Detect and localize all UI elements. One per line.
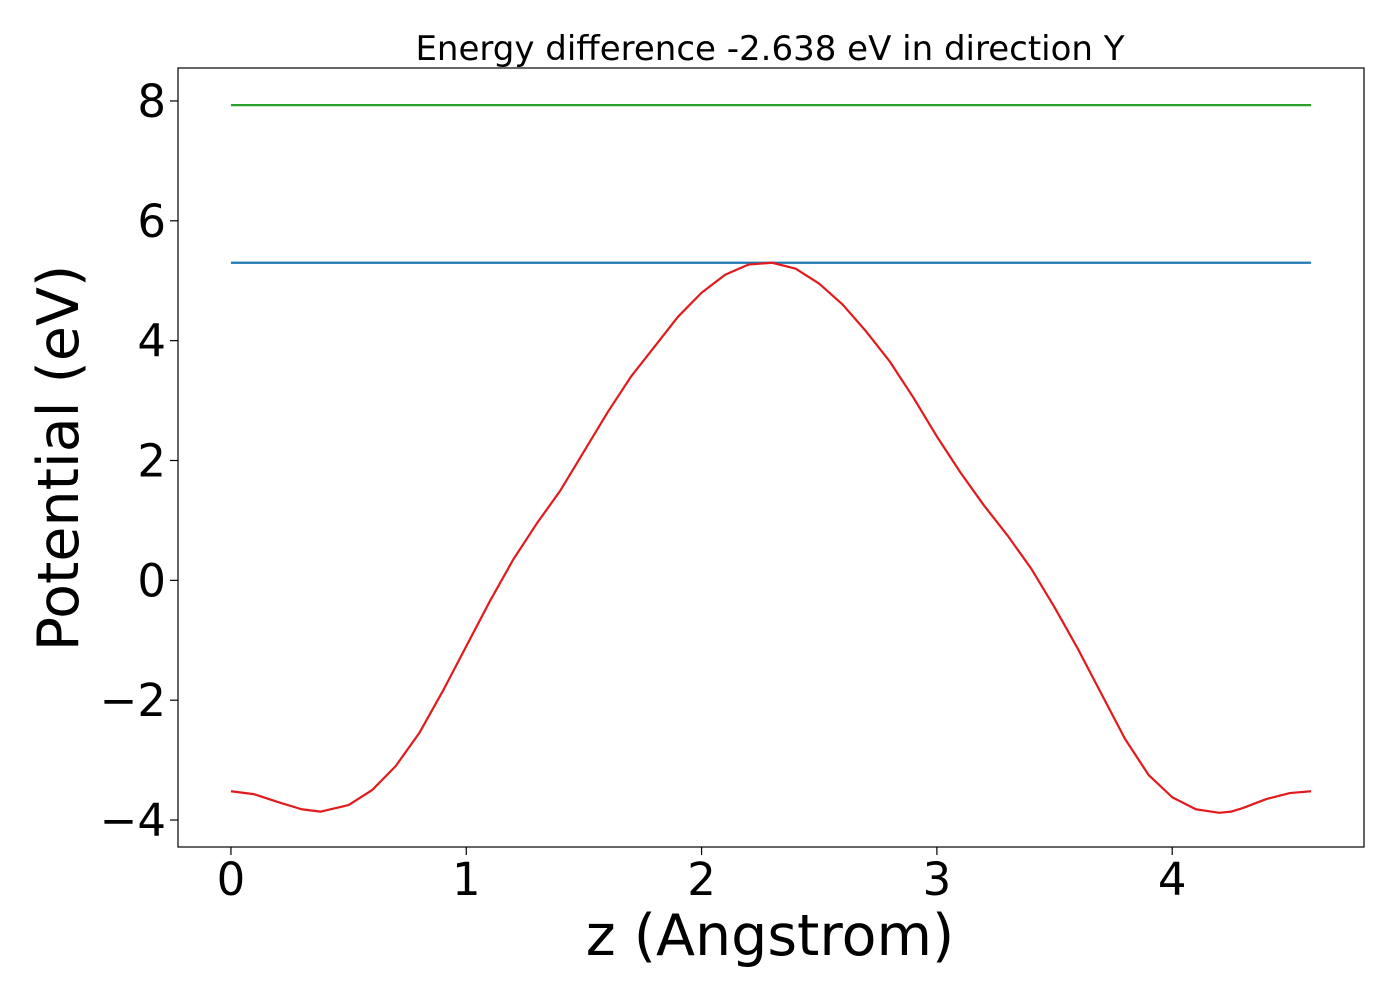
x-tick-label: 3: [923, 853, 952, 906]
x-tick-label: 1: [452, 853, 481, 906]
x-tick-label: 4: [1158, 853, 1187, 906]
y-tick-label: 6: [137, 195, 166, 248]
plot-frame: [177, 67, 1365, 848]
y-tick-label: 4: [137, 315, 166, 368]
tick-layer: 0 1 2 3 4 −4 −2 0 2 4 6 8: [100, 75, 1187, 906]
y-tick-label: 2: [137, 434, 166, 487]
y-tick-label: −2: [100, 674, 166, 727]
x-tick-label: 0: [217, 853, 246, 906]
y-axis-label: Potential (eV): [26, 265, 92, 651]
x-tick-label: 2: [687, 853, 716, 906]
y-tick-label: 0: [137, 554, 166, 607]
x-axis-label: z (Angstrom): [586, 903, 954, 969]
series-layer: [230, 104, 1312, 814]
y-tick-label: 8: [137, 75, 166, 128]
y-tick-label: −4: [100, 794, 166, 847]
chart-title: Energy difference -2.638 eV in direction…: [415, 29, 1124, 69]
series-line-3: [230, 261, 1312, 814]
